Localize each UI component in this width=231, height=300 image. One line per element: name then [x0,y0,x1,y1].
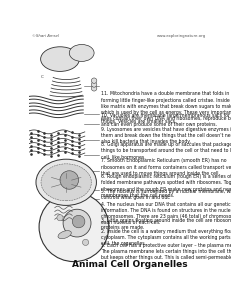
Text: 4. The nucleus has our DNA that contains all our genetic
information. The DNA is: 4. The nucleus has our DNA that contains… [100,202,231,226]
Text: 11. Mitochondria have a double membrane that folds in on itself
forming little f: 11. Mitochondria have a double membrane … [100,92,231,128]
Text: 5. The nucleus is surrounded by a nuclear membrane, which
controls what goes in : 5. The nucleus is surrounded by a nuclea… [100,189,231,200]
Text: 3. Little grains floating around inside the cell are ribosomes, where
proteins a: 3. Little grains floating around inside … [100,218,231,230]
Ellipse shape [58,231,71,239]
Text: 9. Lysosomes are vesicles that have digestive enzymes inside
them and break down: 9. Lysosomes are vesicles that have dige… [100,127,231,144]
Text: 8. Golgi apparatus are made up of saccules that package up
things to be transpor: 8. Golgi apparatus are made up of saccul… [100,142,231,160]
Text: C: C [40,75,43,79]
Circle shape [39,192,108,262]
Circle shape [91,82,96,87]
Ellipse shape [36,159,96,206]
Text: 2. Inside the cell is a watery medium that everything floats in called
cytoplasm: 2. Inside the cell is a watery medium th… [100,229,231,246]
Circle shape [91,86,96,91]
Ellipse shape [41,164,91,201]
Text: 7. Smooth Endoplasmic Reticulum (smooth ER) has no
ribosomes on it and forms con: 7. Smooth Endoplasmic Reticulum (smooth … [100,158,231,176]
Circle shape [72,215,85,228]
Text: ©Shari Amsel: ©Shari Amsel [32,34,59,38]
Text: 1. Each cell has a protective outer layer – the plasma membrane.
The plasma memb: 1. Each cell has a protective outer laye… [100,243,231,260]
Circle shape [57,214,63,221]
Ellipse shape [69,44,94,62]
Circle shape [63,209,91,237]
Text: 10. Vacuoles are membrane large membranous sacs for storing
things. Vesicles are: 10. Vacuoles are membrane large membrano… [100,113,231,124]
Ellipse shape [40,47,79,71]
Text: Animal Cell Organelles: Animal Cell Organelles [72,260,187,268]
Circle shape [60,171,78,189]
Circle shape [82,239,88,245]
Text: www.exploringnature.org: www.exploringnature.org [156,34,205,38]
Circle shape [91,78,96,83]
Text: 6. Rough endoplasmic reticulum (rough ER) is a series of
folded membrane pathway: 6. Rough endoplasmic reticulum (rough ER… [100,174,231,198]
